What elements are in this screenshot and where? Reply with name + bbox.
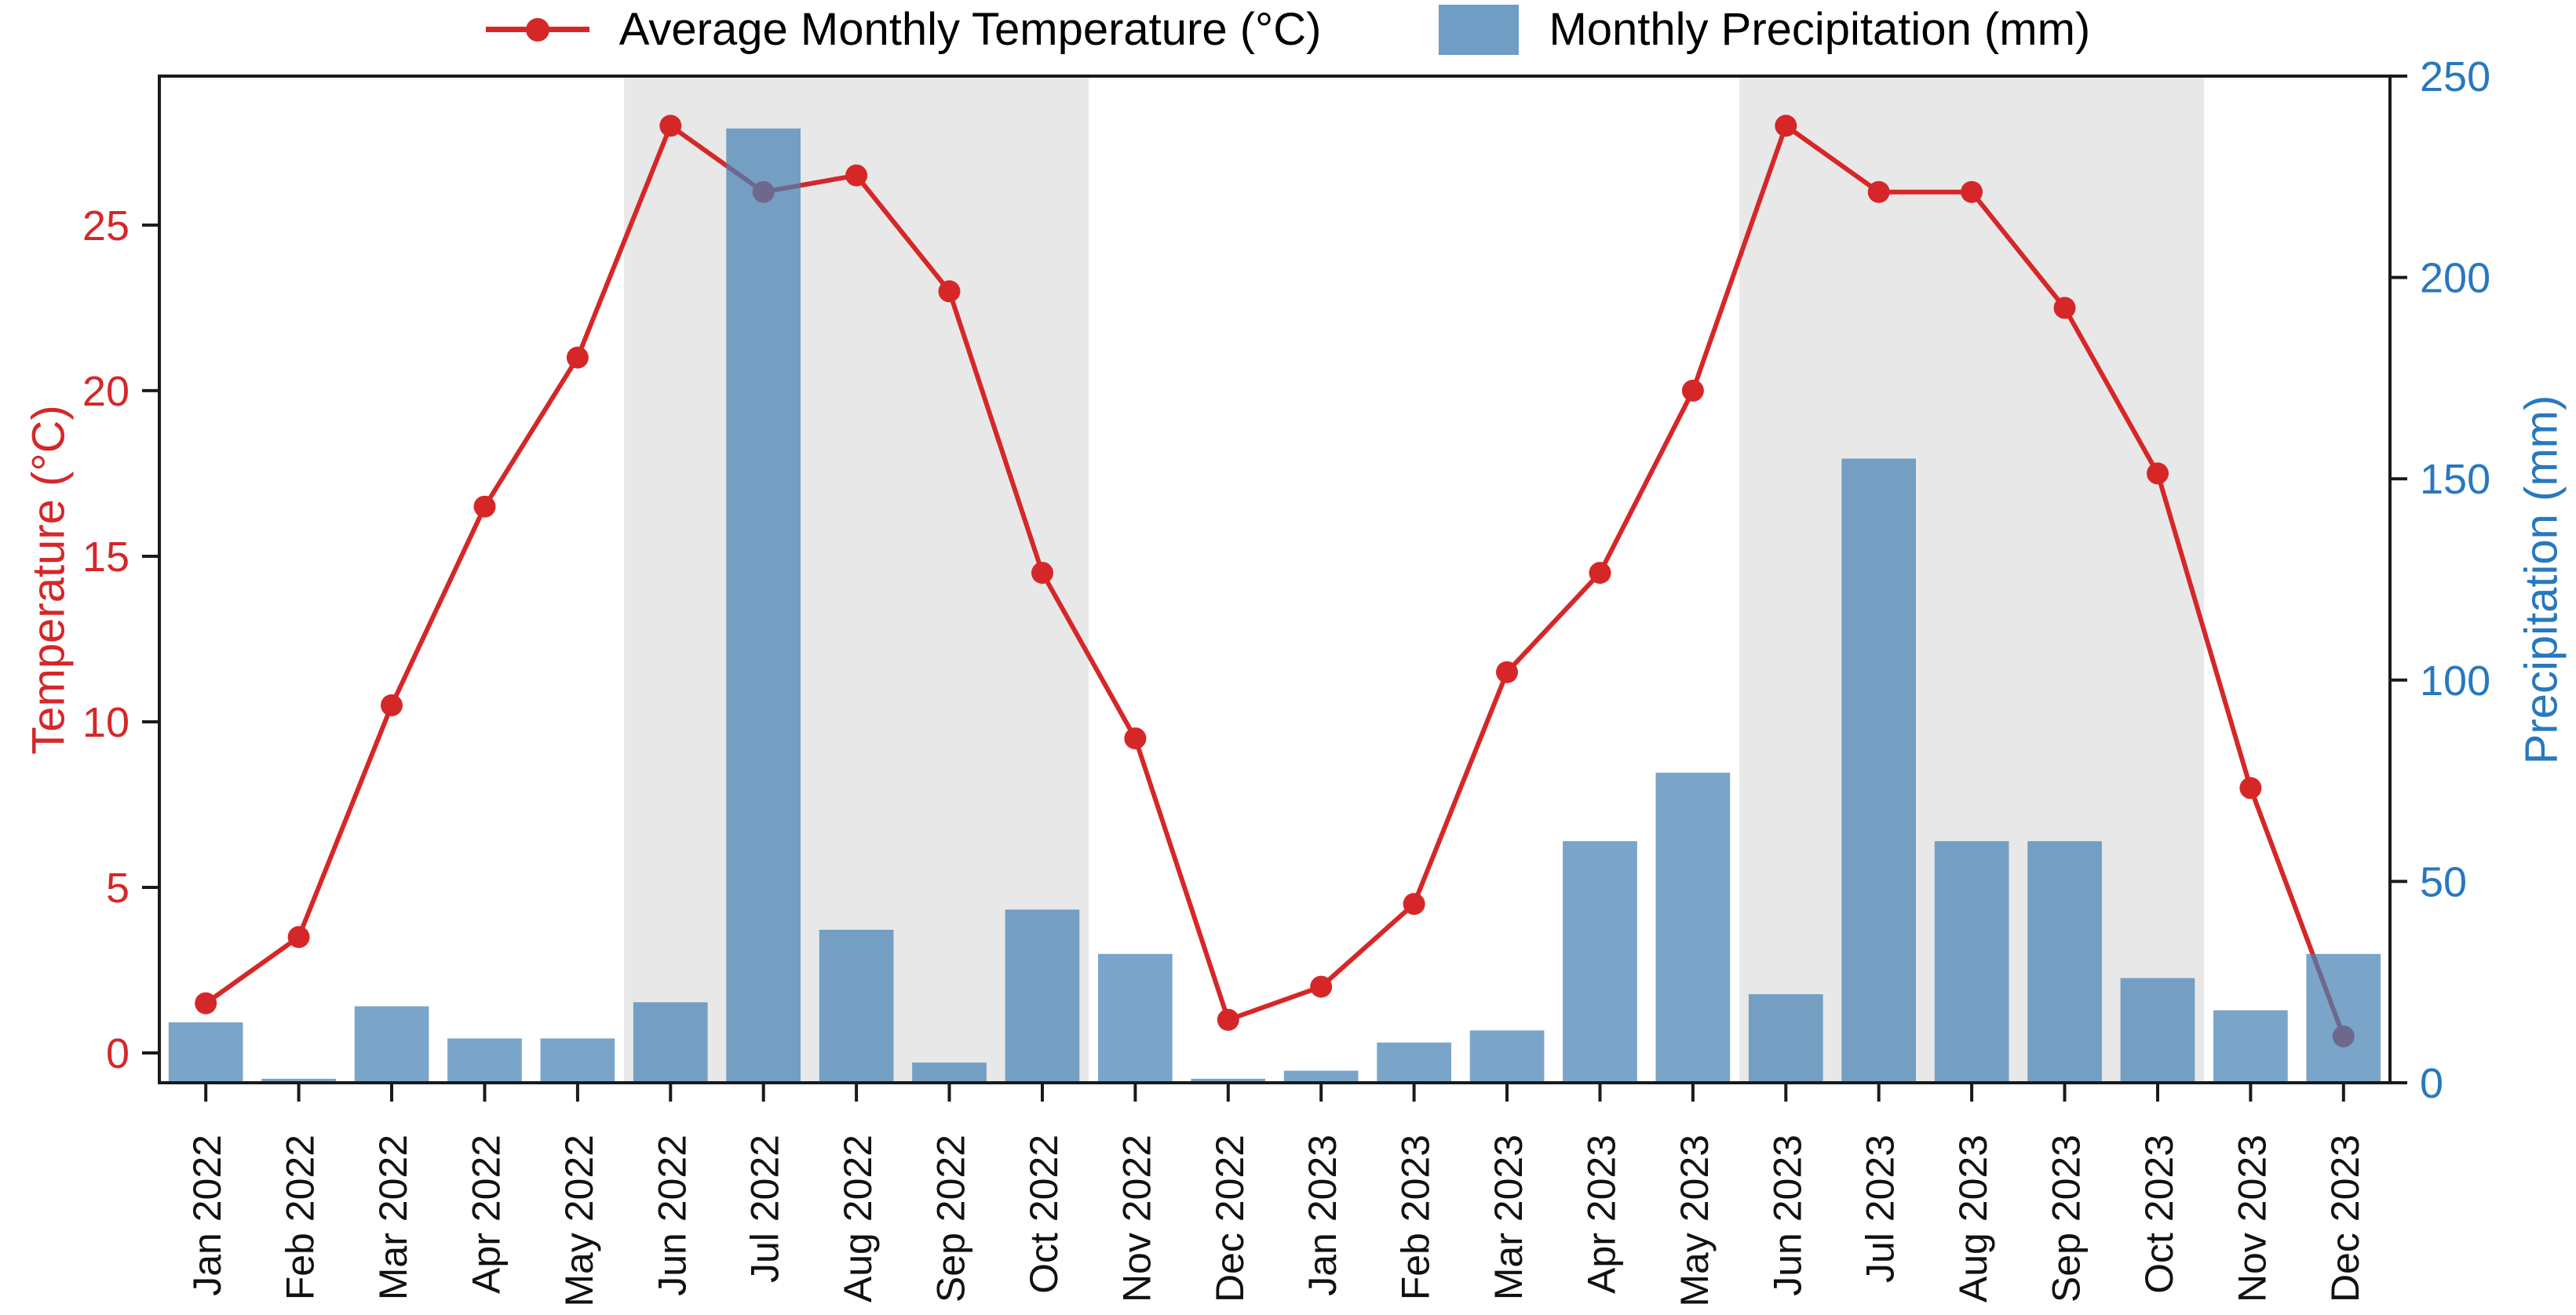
x-tick-label: Aug 2023 — [1951, 1135, 1995, 1302]
left-tick-label: 5 — [106, 865, 130, 912]
legend-item-temperature: Average Monthly Temperature (°C) — [485, 3, 1322, 56]
x-tick-label: Dec 2022 — [1208, 1135, 1252, 1302]
x-tick-label: Feb 2022 — [279, 1135, 323, 1300]
left-tick-label: 20 — [82, 368, 130, 415]
precipitation-bar — [912, 1062, 987, 1083]
temperature-point — [195, 992, 217, 1014]
right-tick-label: 0 — [2420, 1060, 2443, 1107]
legend: Average Monthly Temperature (°C) Monthly… — [0, 3, 2576, 56]
precipitation-legend-label: Monthly Precipitation (mm) — [1549, 4, 2091, 55]
right-tick-label: 150 — [2420, 456, 2490, 503]
precipitation-bar — [2120, 978, 2195, 1083]
plot-border — [158, 75, 2392, 1084]
temperature-point — [2053, 297, 2076, 319]
x-tick-label: Sep 2022 — [929, 1135, 973, 1302]
precipitation-bar — [1098, 953, 1173, 1083]
precipitation-bar — [819, 930, 894, 1083]
right-tick-label: 250 — [2420, 53, 2490, 100]
left-tick-label: 0 — [106, 1030, 130, 1077]
precipitation-bar — [354, 1006, 429, 1083]
x-tick-label: Nov 2022 — [1115, 1135, 1158, 1302]
precipitation-bar — [726, 128, 801, 1084]
left-tick-label: 25 — [82, 202, 130, 250]
temperature-point — [1031, 562, 1053, 585]
temperature-point — [1310, 975, 1333, 998]
temperature-point — [287, 926, 310, 949]
temperature-line — [204, 123, 2346, 1037]
temperature-point — [845, 164, 868, 187]
x-tick-label: Sep 2023 — [2045, 1135, 2089, 1302]
temperature-point — [1775, 115, 1797, 137]
precipitation-bar — [1469, 1030, 1545, 1083]
x-tick-label: Apr 2023 — [1580, 1135, 1624, 1294]
x-tick-label: Jun 2022 — [650, 1135, 694, 1296]
precipitation-bar — [1191, 1078, 1266, 1083]
x-tick-label: Mar 2022 — [371, 1135, 415, 1300]
temperature-point — [1496, 661, 1518, 683]
right-tick-label: 200 — [2420, 255, 2490, 302]
x-tick-label: May 2023 — [1673, 1135, 1717, 1307]
temperature-point — [938, 280, 961, 303]
precipitation-bar — [1655, 772, 1731, 1083]
x-tick-label: Jan 2023 — [1301, 1135, 1345, 1296]
precipitation-bar — [447, 1038, 522, 1083]
x-tick-label: Oct 2022 — [1022, 1135, 1066, 1294]
temperature-marker-icon — [525, 17, 549, 42]
x-tick-label: Jul 2023 — [1859, 1135, 1903, 1283]
precipitation-bar — [2027, 841, 2102, 1083]
left-tick-label: 10 — [82, 699, 130, 746]
x-tick-label: Jan 2022 — [185, 1135, 229, 1296]
precipitation-swatch-icon — [1439, 4, 1520, 55]
precipitation-bar — [168, 1022, 243, 1083]
precipitation-bar — [261, 1078, 336, 1083]
precipitation-bar — [1841, 458, 1916, 1083]
x-tick-label: Nov 2023 — [2230, 1135, 2274, 1302]
temperature-line-icon — [485, 17, 589, 42]
x-tick-label: Aug 2022 — [836, 1135, 880, 1302]
temperature-point — [566, 346, 589, 369]
x-tick-label: Mar 2023 — [1487, 1135, 1531, 1300]
x-tick-label: May 2022 — [557, 1135, 601, 1307]
right-tick-label: 100 — [2420, 658, 2490, 705]
temperature-point — [2147, 462, 2169, 485]
precipitation-bar — [1377, 1042, 1451, 1083]
temperature-point — [1681, 379, 1704, 402]
temperature-point — [1403, 893, 1425, 916]
right-tick-label: 50 — [2420, 858, 2467, 905]
x-tick-label: Feb 2023 — [1394, 1135, 1438, 1300]
temperature-point — [659, 115, 682, 137]
temperature-point — [1124, 727, 1147, 750]
temperature-point — [381, 694, 403, 716]
precipitation-bar — [633, 1002, 708, 1083]
precipitation-bar — [540, 1038, 615, 1083]
x-tick-label: Dec 2023 — [2323, 1135, 2367, 1302]
precipitation-bar — [1283, 1070, 1359, 1083]
temperature-point — [1217, 1008, 1239, 1031]
temperature-point — [1589, 562, 1611, 585]
left-tick-label: 15 — [82, 534, 130, 581]
precipitation-bar — [1563, 841, 1637, 1083]
temperature-legend-label: Average Monthly Temperature (°C) — [618, 4, 1322, 55]
x-tick-label: Jun 2023 — [1765, 1135, 1809, 1296]
temperature-point — [1867, 180, 1890, 203]
precipitation-bar — [1934, 841, 2009, 1083]
legend-item-precipitation: Monthly Precipitation (mm) — [1439, 3, 2090, 56]
precipitation-bar — [1748, 994, 1823, 1083]
x-tick-label: Oct 2023 — [2137, 1135, 2181, 1294]
temperature-point — [2239, 777, 2262, 800]
temperature-point — [473, 495, 496, 518]
temperature-point — [1961, 180, 1983, 203]
precipitation-bar — [2213, 1010, 2288, 1083]
precipitation-bar — [2306, 953, 2381, 1083]
x-tick-label: Apr 2022 — [465, 1135, 509, 1294]
x-tick-label: Jul 2022 — [743, 1135, 787, 1283]
precipitation-bar — [1005, 909, 1080, 1083]
